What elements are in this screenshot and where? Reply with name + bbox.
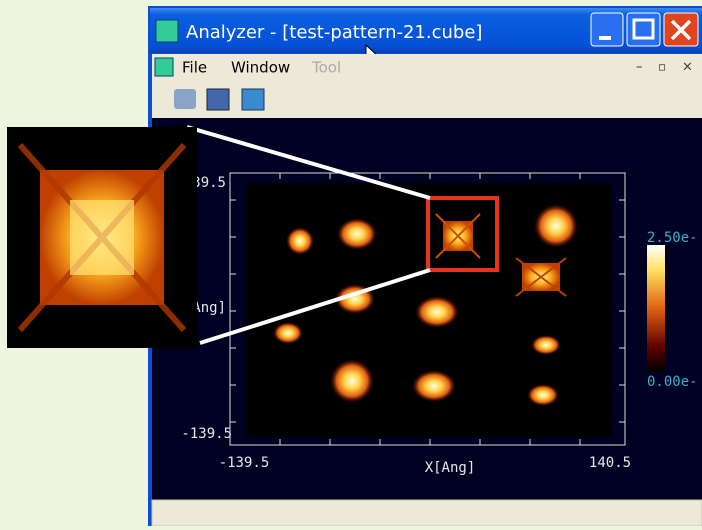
- colorbar: [647, 245, 665, 372]
- mdi-restore[interactable]: ▫: [658, 60, 666, 74]
- app-icon: [156, 20, 178, 42]
- save-button[interactable]: [207, 89, 229, 110]
- menu-file[interactable]: File: [182, 59, 207, 77]
- screen: Analyzer - [test-pattern-21.cube] File W…: [0, 0, 702, 526]
- zoom-inset: [7, 127, 197, 348]
- maximize-button[interactable]: [627, 13, 660, 46]
- status-bar: [152, 500, 702, 526]
- open-button[interactable]: [174, 89, 196, 109]
- x-axis-label: X[Ang]: [425, 460, 476, 476]
- mdi-minimize[interactable]: –: [636, 60, 643, 75]
- colorbar-max-label: 2.50e-: [647, 230, 698, 246]
- minimize-icon: [599, 36, 611, 40]
- image-button[interactable]: [242, 89, 264, 110]
- toolbar: [152, 80, 702, 118]
- x-min-label: -139.5: [219, 455, 270, 471]
- minimize-button[interactable]: [591, 13, 623, 46]
- colorbar-min-label: 0.00e-: [647, 374, 698, 390]
- window-title: Analyzer - [test-pattern-21.cube]: [186, 22, 482, 43]
- doc-icon: [155, 58, 173, 76]
- y-min-label: -139.5: [181, 426, 232, 442]
- x-max-label: 140.5: [589, 455, 631, 471]
- menu-tool: Tool: [311, 59, 341, 77]
- mdi-close[interactable]: ×: [682, 60, 693, 75]
- menu-window[interactable]: Window: [231, 59, 290, 77]
